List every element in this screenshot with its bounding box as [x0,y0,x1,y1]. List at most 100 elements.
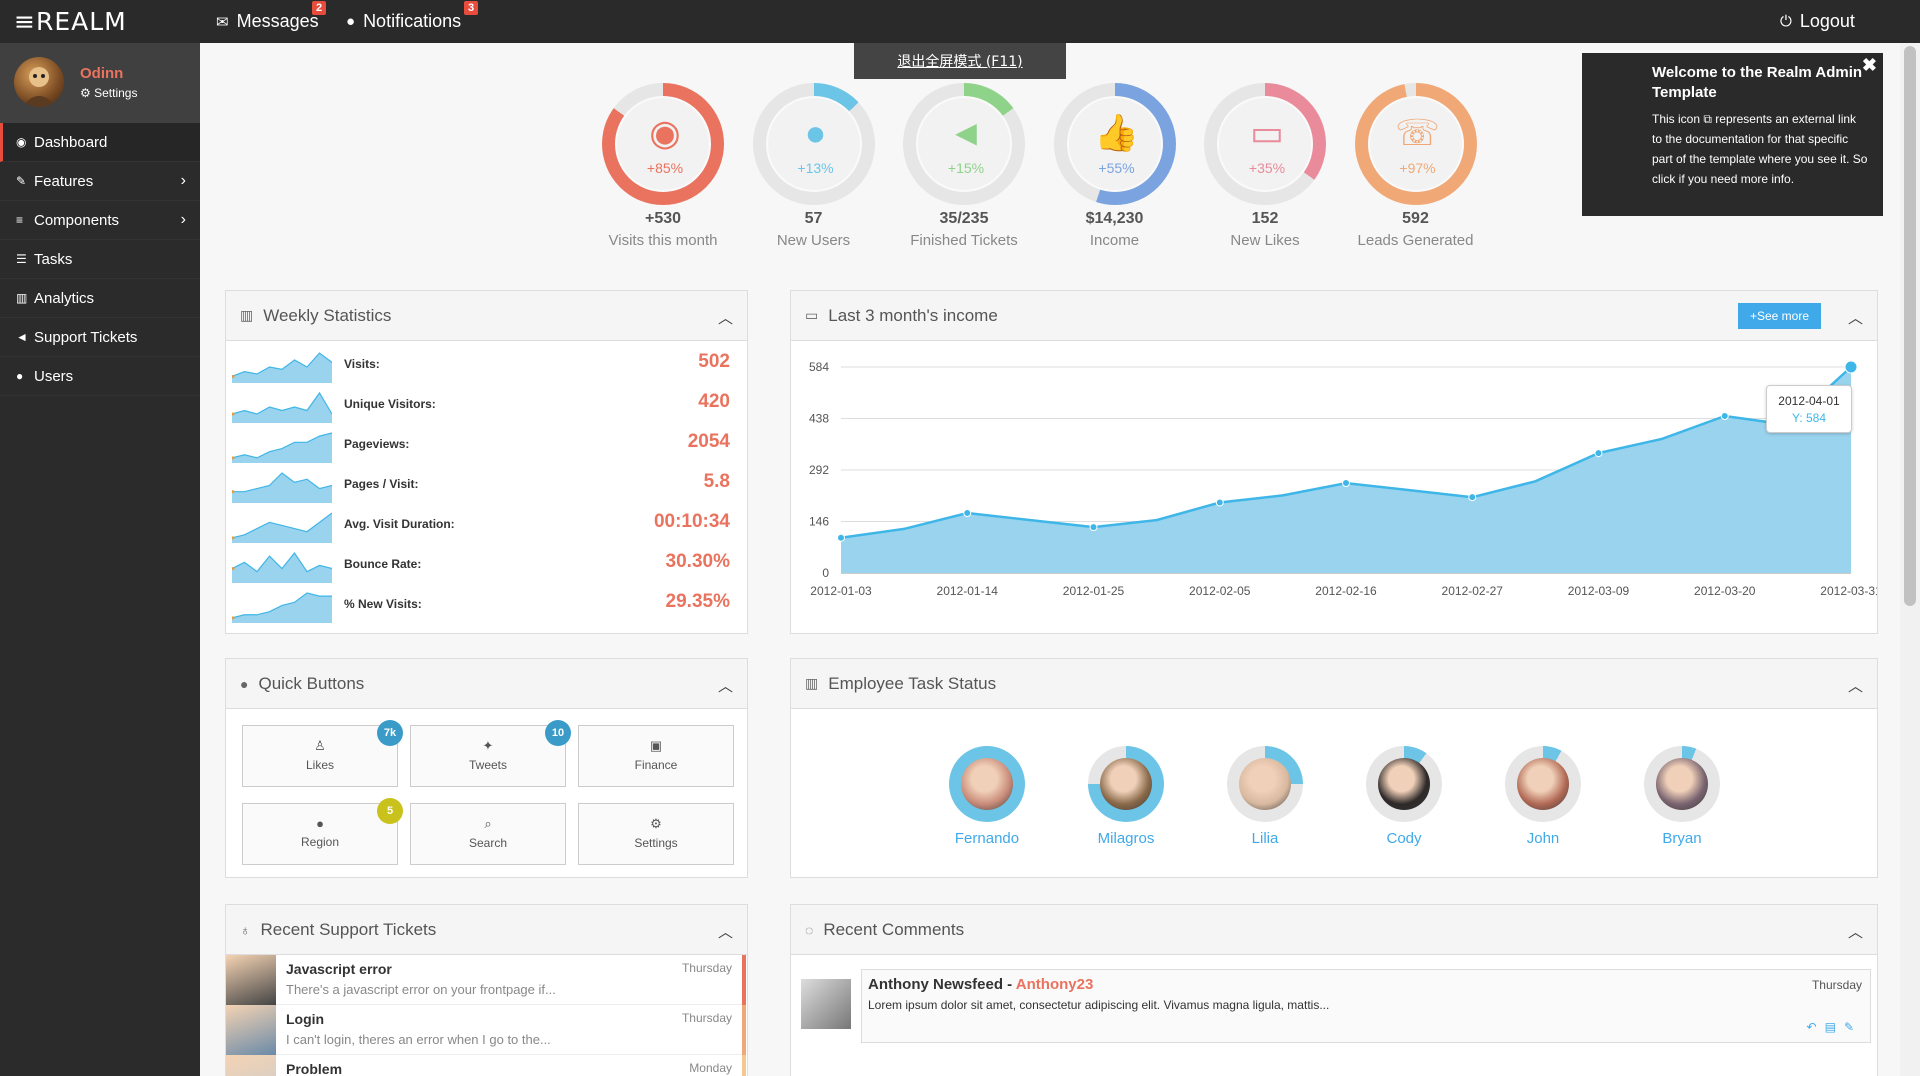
globe-icon: ● [316,816,324,831]
sparkline-line [232,512,332,539]
data-point[interactable] [1844,360,1858,374]
chevron-up-icon[interactable]: ︿ [1847,678,1863,695]
quick-buttons-panel: ● Quick Buttons ︿ ♙ Likes 7k ✦ Tweets 10 ▣ Financ… [225,658,748,878]
stat-value: 00:10:34 [653,511,730,532]
logout-button[interactable]: ⏻ Logout [1780,11,1855,31]
stat-label: Bounce Rate: [344,557,422,571]
sparkline-line [232,391,332,415]
data-point[interactable] [1594,449,1603,458]
data-point[interactable] [1215,498,1224,507]
bar-chart-icon: ▥ [240,307,254,323]
comment-username[interactable]: Anthony23 [1015,976,1094,993]
sidebar-item-dashboard[interactable]: ◉ Dashboard [0,123,200,162]
chevron-up-icon[interactable]: ︿ [717,678,733,695]
trash-icon[interactable]: ▤ [1824,1020,1844,1034]
help-title: Welcome to the Realm Admin Template [1652,64,1863,101]
sparkline-line [232,592,332,619]
reply-icon[interactable]: ↶ [1806,1020,1825,1034]
chevron-up-icon[interactable]: ︿ [717,310,733,327]
sidebar-item-components[interactable]: ≡ Components › [0,201,200,240]
y-tick-label: 146 [809,515,829,529]
recent-comments-panel: ◌ Recent Comments ︿ Anthony Newsfeed - Ant… [790,904,1878,1076]
stat-ring: ● +13% [752,83,875,205]
scrollbar-thumb[interactable] [1904,46,1916,606]
data-point[interactable] [837,533,845,542]
ticket-row[interactable]: Problem Monday [226,1055,746,1076]
panel-header: ◌ Recent Comments ︿ [791,905,1877,955]
employee-item[interactable]: Cody [1344,746,1464,847]
stat-label: Visits this month [608,232,718,249]
income-chart: 0 146 292 438 584 2012-01-03 2012-01-14 2012-01… [809,360,1877,598]
chevron-up-icon[interactable]: ︿ [717,924,733,941]
sparkline-start [232,374,235,378]
stat-circle: 👍 +55% $14,230 Income [1052,83,1178,249]
chevron-up-icon[interactable]: ︿ [1847,310,1863,327]
profile-name[interactable]: Odinn [80,65,124,82]
quick-button-tweets[interactable]: ✦ Tweets 10 [410,720,571,787]
sidebar-item-users[interactable]: ● Users [0,357,200,396]
panel-header: ♁ Recent Support Tickets ︿ [226,905,747,955]
data-point[interactable] [1089,523,1098,532]
y-tick-label: 0 [822,566,829,580]
comment-avatar[interactable] [801,979,851,1029]
bullhorn-icon: ◄ [948,112,984,153]
sidebar-item-tasks[interactable]: ☰ Tasks [0,240,200,279]
ticket-priority-bar [742,1055,746,1076]
thumbs-up-icon: 👍 [1094,112,1139,153]
see-more-button[interactable]: +See more [1737,303,1821,329]
sparkline [232,592,332,623]
profile-settings-link[interactable]: ⚙ Settings [80,86,138,100]
employee-item[interactable]: Bryan [1622,746,1742,847]
quick-button-badge: 5 [377,798,403,824]
sparkline [232,432,332,463]
quick-button-finance[interactable]: ▣ Finance [578,725,734,787]
data-point[interactable] [1468,493,1477,502]
circle-icon: ● [240,675,249,692]
quick-button-likes[interactable]: ♙ Likes 7k [242,720,403,787]
sidebar-item-analytics[interactable]: ▥ Analytics [0,279,200,318]
plus-icon: + [1749,309,1757,323]
stat-circle: ◄ +15% 35/235 Finished Tickets [901,83,1027,249]
sparkline-line [232,472,332,493]
messages-link[interactable]: ✉ Messages 2 [216,0,327,43]
fullscreen-exit-tip[interactable]: 退出全屏模式 (F11) [854,43,1066,79]
bar-chart-icon: ▥ [805,675,819,691]
employee-item[interactable]: Milagros [1066,746,1186,847]
avatar[interactable] [14,57,64,107]
sidebar-item-features[interactable]: ✎ Features › [0,162,200,201]
stat-label: Pages / Visit: [344,477,419,491]
panel-header: ▭ Last 3 month's income +See more ︿ [791,291,1877,341]
edit-icon[interactable]: ✎ [1843,1020,1862,1034]
data-point[interactable] [1720,412,1729,421]
notifications-link[interactable]: ● Notifications 3 [346,0,479,43]
ticket-row[interactable]: Login I can't login, theres an error when… [226,1005,746,1055]
comment-icon: ◌ [805,921,814,938]
stat-circle: ▭ +35% 152 New Likes [1202,83,1328,249]
employee-item[interactable]: John [1483,746,1603,847]
quick-button-label: Likes [305,758,334,772]
sidebar-item-support-tickets[interactable]: ◄ Support Tickets [0,318,200,357]
quick-button-badge: 7k [377,720,403,746]
stat-ring: 👍 +55% [1053,83,1176,205]
external-link-icon: ⧉ [1703,112,1712,126]
tasks-icon: ☰ [16,252,27,266]
data-point[interactable] [1342,479,1350,488]
data-point[interactable] [963,509,972,518]
ticket-row[interactable]: Javascript error There's a javascript err… [226,955,746,1005]
bars-icon: ≡ [14,7,36,36]
gear-icon: ⚙ [80,86,91,100]
employee-item[interactable]: Lilia [1205,746,1325,847]
comment-author: Anthony Newsfeed - Anthony23 [868,976,1094,993]
bars-icon: ≡ [16,213,24,227]
stat-ring-inner: 👍 +55% [1066,96,1163,192]
brand-logo[interactable]: ≡REALM [14,7,127,36]
employee-item[interactable]: Fernando [927,746,1047,847]
close-icon[interactable]: ✖ [1861,55,1877,75]
chevron-up-icon[interactable]: ︿ [1847,924,1863,941]
quick-button-search[interactable]: ⌕ Search [410,803,566,865]
quick-button-region[interactable]: ● Region 5 [242,798,403,865]
quick-button-settings[interactable]: ⚙ Settings [578,803,734,865]
sparkline-area [232,353,332,383]
employee-avatar [1239,758,1291,810]
credit-card-icon: ▭ [805,307,819,323]
